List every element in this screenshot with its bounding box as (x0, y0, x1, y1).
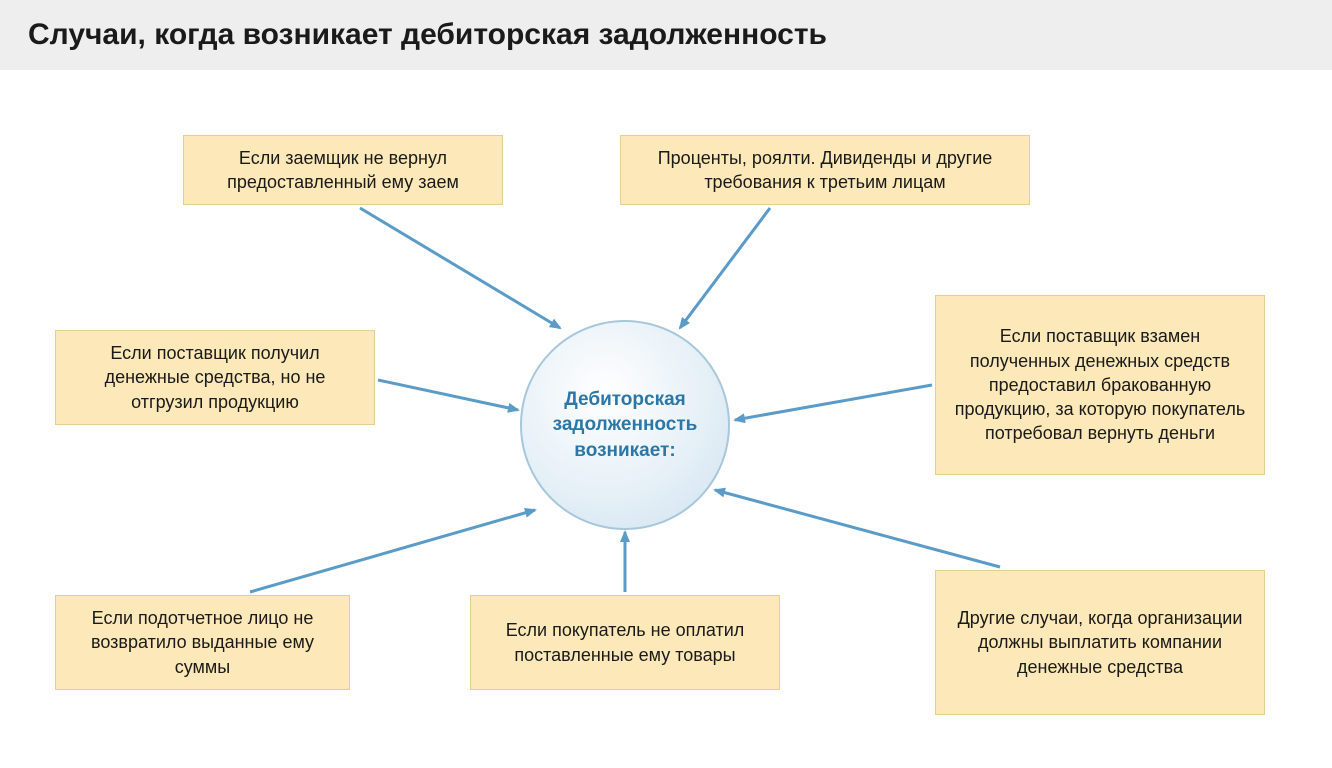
page-title: Случаи, когда возникает дебиторская задо… (0, 0, 1332, 70)
arrow (250, 510, 535, 592)
info-box: Если подотчетное лицо не возвратило выда… (55, 595, 350, 690)
info-box: Если поставщик получил денежные средства… (55, 330, 375, 425)
info-box-text: Если подотчетное лицо не возвратило выда… (70, 606, 335, 679)
info-box-text: Проценты, роялти. Дивиденды и другие тре… (635, 146, 1015, 195)
arrow (735, 385, 932, 420)
arrow (680, 208, 770, 328)
title-text: Случаи, когда возникает дебиторская задо… (28, 18, 827, 51)
info-box: Если заемщик не вернул предоставленный е… (183, 135, 503, 205)
info-box-text: Если поставщик получил денежные средства… (70, 341, 360, 414)
arrow (715, 490, 1000, 567)
center-label: Дебиторская задолженность возникает: (522, 387, 728, 464)
diagram-canvas: Дебиторская задолженность возникает: Есл… (0, 70, 1332, 750)
arrow (378, 380, 518, 410)
center-node: Дебиторская задолженность возникает: (520, 320, 730, 530)
info-box: Другие случаи, когда организации должны … (935, 570, 1265, 715)
info-box-text: Если поставщик взамен полученных денежны… (950, 324, 1250, 445)
info-box: Проценты, роялти. Дивиденды и другие тре… (620, 135, 1030, 205)
arrow (360, 208, 560, 328)
info-box-text: Если покупатель не оплатил поставленные … (485, 618, 765, 667)
info-box-text: Другие случаи, когда организации должны … (950, 606, 1250, 679)
info-box: Если поставщик взамен полученных денежны… (935, 295, 1265, 475)
info-box-text: Если заемщик не вернул предоставленный е… (198, 146, 488, 195)
info-box: Если покупатель не оплатил поставленные … (470, 595, 780, 690)
